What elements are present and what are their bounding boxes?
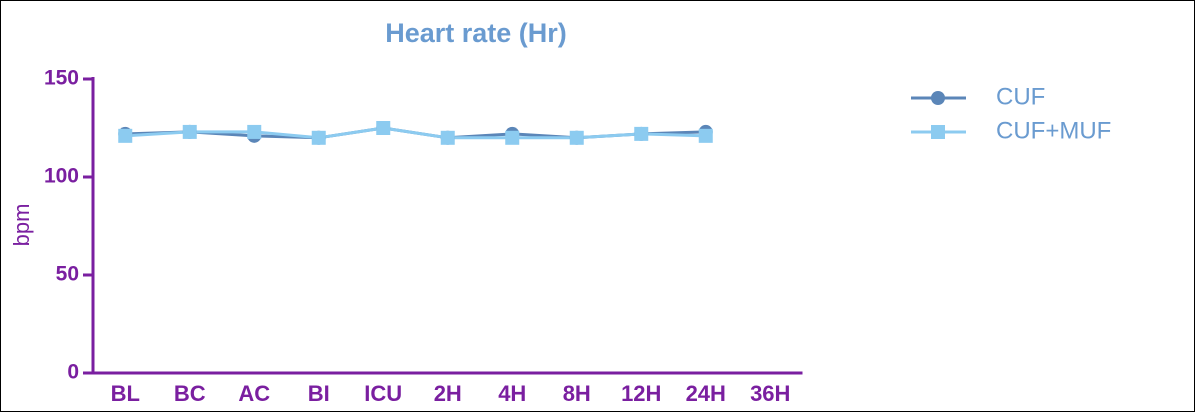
y-tick-label: 150	[44, 67, 79, 90]
data-point	[440, 130, 455, 145]
y-axis-label: bpm	[9, 204, 34, 247]
legend-marker	[931, 125, 945, 139]
x-tick-label: 2H	[434, 381, 462, 406]
data-point	[376, 121, 391, 135]
y-tick-label: 100	[44, 165, 79, 188]
data-point	[247, 124, 262, 139]
x-tick-label: 8H	[563, 381, 591, 406]
x-tick-label: AC	[238, 381, 270, 406]
legend-label: CUF	[996, 83, 1045, 110]
x-tick-label: 24H	[686, 381, 726, 406]
data-point	[569, 130, 584, 145]
series-line	[125, 126, 706, 140]
x-tick-label: 36H	[750, 381, 790, 406]
x-tick-label: 12H	[621, 381, 661, 406]
x-tick-label: 4H	[498, 381, 526, 406]
x-tick-label: ICU	[364, 381, 402, 406]
data-point	[118, 128, 133, 143]
y-tick-label: 50	[56, 263, 79, 286]
x-tick-label: BC	[174, 381, 206, 406]
legend-label: CUF+MUF	[996, 117, 1111, 144]
data-point	[505, 130, 520, 145]
data-point	[634, 126, 649, 141]
data-point	[182, 124, 197, 139]
x-tick-label: BI	[308, 381, 330, 406]
chart-title: Heart rate (Hr)	[385, 18, 567, 48]
x-tick-label: BL	[111, 381, 140, 406]
data-point	[311, 130, 326, 145]
legend-marker	[931, 91, 945, 105]
data-point	[698, 128, 713, 143]
y-tick-label: 0	[67, 361, 79, 384]
